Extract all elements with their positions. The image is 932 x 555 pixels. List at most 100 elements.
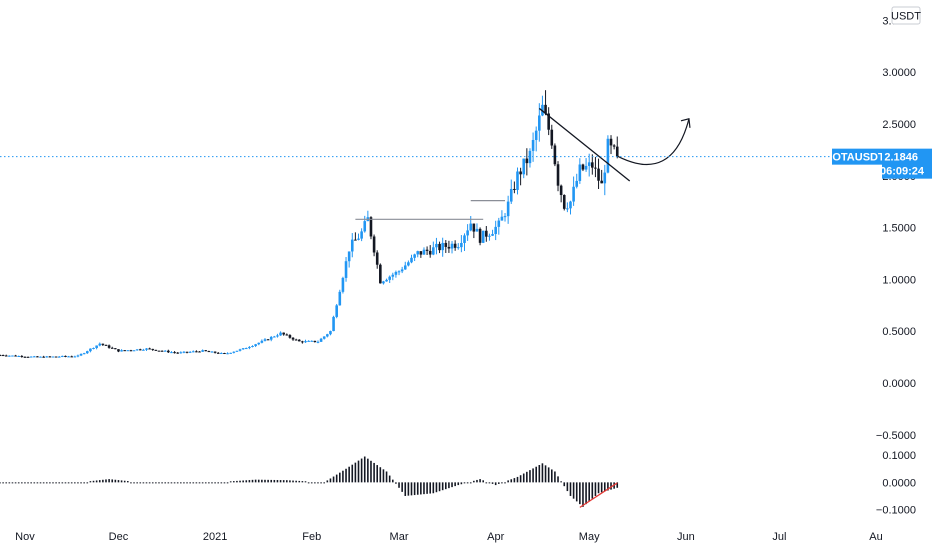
candle: [226, 352, 229, 355]
candle: [441, 237, 444, 257]
candle: [447, 240, 451, 253]
candle: [117, 349, 120, 353]
candle: [235, 350, 239, 352]
candle: [422, 247, 426, 255]
candle: [341, 276, 345, 294]
candle: [61, 355, 64, 358]
candle: [301, 340, 304, 344]
candle: [1, 354, 5, 357]
candle: [375, 250, 379, 269]
candle: [244, 347, 248, 350]
candle: [57, 356, 61, 358]
symbol-label: IOTAUSDT: [829, 152, 885, 164]
currency-badge[interactable]: USDT: [891, 6, 921, 25]
candle: [213, 351, 217, 354]
candle: [522, 158, 526, 179]
candle: [488, 233, 491, 241]
candle: [609, 135, 613, 155]
candle: [185, 351, 189, 354]
candle: [163, 350, 167, 352]
candle: [8, 355, 11, 357]
candle: [114, 348, 117, 350]
time-tick-label: Au: [869, 531, 882, 543]
time-tick-label: 2021: [203, 531, 227, 543]
currency-label: USDT: [891, 11, 921, 23]
candle: [279, 331, 282, 336]
candle: [307, 340, 310, 342]
candle: [288, 334, 292, 339]
candle: [575, 173, 579, 189]
candle: [26, 356, 30, 358]
candle: [385, 278, 388, 282]
candle: [481, 230, 485, 244]
candle: [160, 350, 164, 352]
candle: [138, 348, 142, 351]
candle: [332, 315, 335, 332]
candle: [438, 241, 441, 254]
candle: [254, 343, 257, 348]
last-price-tag[interactable]: 2.1846 06:09:24: [880, 148, 932, 179]
time-tick-label: May: [579, 531, 600, 543]
candle: [79, 353, 83, 357]
candle: [304, 339, 307, 343]
candle: [310, 340, 314, 342]
candle: [572, 176, 575, 206]
candle: [544, 90, 547, 116]
candle: [559, 184, 563, 203]
candle: [14, 354, 17, 357]
candle: [17, 355, 21, 357]
candle: [188, 351, 192, 353]
price-axis[interactable]: 3.50003.00002.50002.00001.50001.00000.50…: [876, 6, 921, 517]
candle: [4, 354, 8, 357]
candle: [612, 144, 616, 150]
candle: [322, 336, 326, 340]
candle: [67, 355, 70, 358]
candle: [257, 342, 261, 346]
candle: [51, 356, 55, 358]
candle: [223, 352, 226, 355]
candle: [391, 272, 395, 281]
candle: [294, 338, 298, 341]
candle: [42, 355, 45, 358]
trend-line[interactable]: [538, 107, 631, 182]
projection-arrow[interactable]: [616, 118, 690, 166]
candle: [419, 251, 423, 258]
candle: [260, 339, 264, 344]
candle: [528, 148, 532, 168]
candle: [354, 232, 357, 241]
candle: [82, 352, 86, 355]
price-tick-label: −0.5000: [876, 430, 916, 442]
oscillator-tick-label: 0.1000: [882, 450, 916, 462]
candle: [369, 216, 373, 240]
candle: [76, 354, 80, 358]
candle: [450, 241, 454, 254]
candle: [594, 156, 597, 178]
candle: [379, 263, 382, 284]
candle: [494, 220, 497, 241]
candle: [176, 352, 179, 354]
candle: [344, 257, 348, 282]
price-tags: IOTAUSDT 2.1846 06:09:24: [829, 148, 932, 179]
time-axis[interactable]: Nov Dec 2021 Feb Mar Apr May Jun Jul Au: [15, 531, 883, 543]
candle: [291, 337, 295, 341]
price-tick-label: 3.0000: [882, 67, 916, 79]
candle: [347, 251, 351, 268]
divergence-line[interactable]: [579, 482, 618, 508]
candle: [11, 355, 14, 357]
candle: [460, 235, 463, 253]
candle: [297, 339, 301, 342]
price-tick-label: 1.0000: [882, 274, 916, 286]
symbol-tag[interactable]: IOTAUSDT: [829, 148, 885, 165]
candle: [101, 343, 105, 346]
candle: [506, 195, 510, 224]
candle: [248, 346, 251, 350]
price-tick-label: 1.5000: [882, 223, 916, 235]
candle: [410, 254, 413, 264]
candle: [578, 158, 582, 184]
time-tick-label: Apr: [487, 531, 504, 543]
time-tick-label: Nov: [15, 531, 35, 543]
candle: [394, 270, 398, 278]
candle: [104, 344, 108, 346]
